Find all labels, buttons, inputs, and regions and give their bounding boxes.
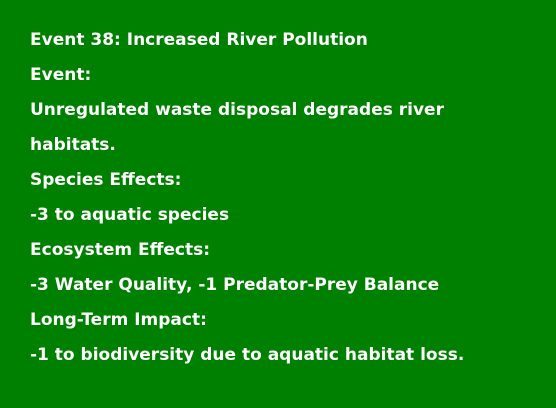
event-description: Unregulated waste disposal degrades rive… <box>30 100 444 155</box>
ecosystem-effects-text: -3 Water Quality, -1 Predator-Prey Balan… <box>30 275 440 295</box>
event-label: Event: <box>30 65 92 85</box>
long-term-impact-text: -1 to biodiversity due to aquatic habita… <box>30 345 465 365</box>
species-effects-text: -3 to aquatic species <box>30 205 230 225</box>
ecosystem-effects-label: Ecosystem Effects: <box>30 240 211 260</box>
event-title: Event 38: Increased River Pollution <box>30 30 368 50</box>
long-term-impact-label: Long-Term Impact: <box>30 310 207 330</box>
species-effects-label: Species Effects: <box>30 170 182 190</box>
